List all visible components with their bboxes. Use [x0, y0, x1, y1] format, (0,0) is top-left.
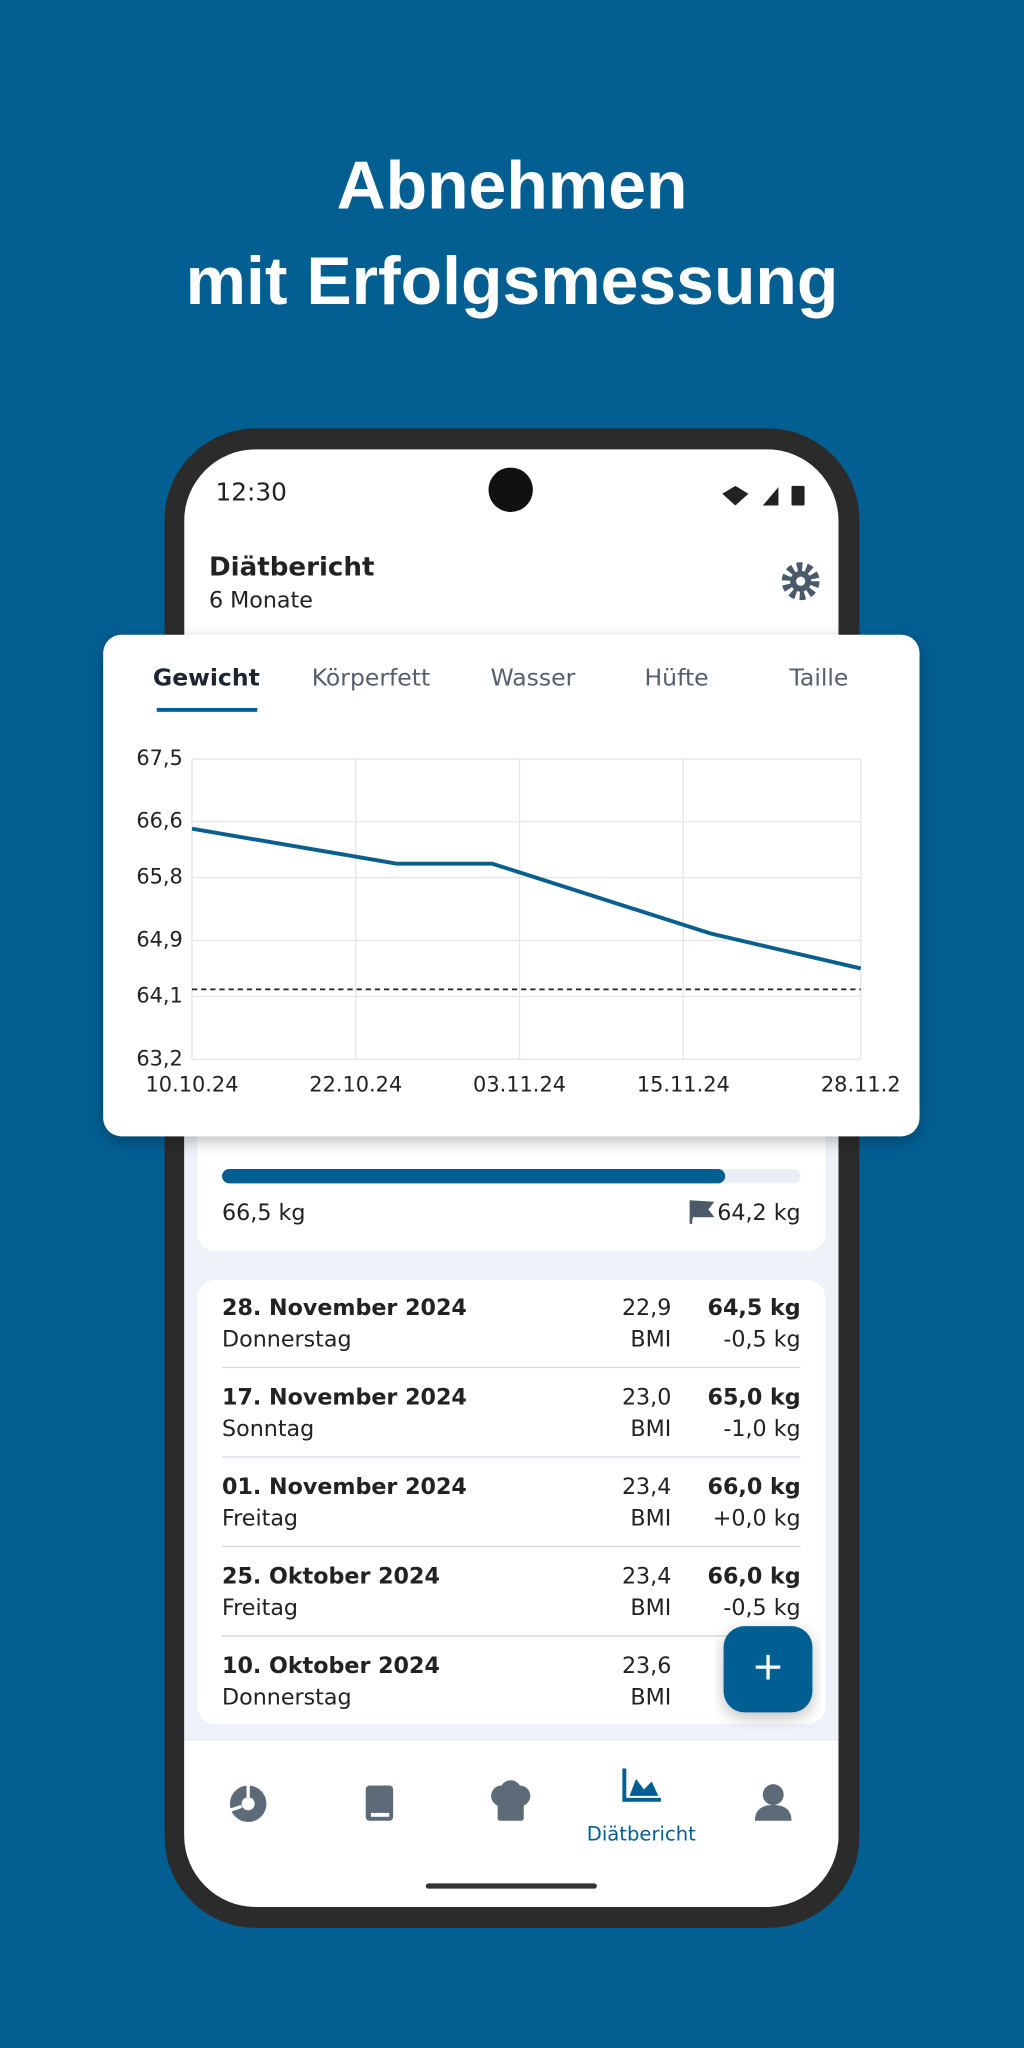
entry-bmi: 23,4 — [622, 1474, 671, 1500]
nav-diary[interactable] — [365, 1785, 394, 1821]
entry-bmi-label: BMI — [630, 1327, 671, 1353]
x-tick-label: 28.11.2 — [821, 1072, 901, 1096]
entry-change: -1,0 kg — [723, 1416, 800, 1442]
tab[interactable]: Körperfett — [312, 664, 430, 692]
entry-weight: 64,5 kg — [708, 1295, 801, 1321]
status-icons — [722, 485, 805, 506]
entry-weekday: Sonntag — [222, 1416, 314, 1442]
home-indicator — [425, 1883, 597, 1889]
entry-bmi-label: BMI — [630, 1595, 671, 1621]
tab[interactable]: Taille — [788, 664, 848, 692]
progress-goal: 64,2 kg — [717, 1200, 800, 1226]
y-tick-label: 64,1 — [136, 983, 182, 1007]
nav-label[interactable]: Diätbericht — [587, 1823, 696, 1846]
add-button-label[interactable]: + — [752, 1645, 785, 1690]
nav-report[interactable] — [622, 1768, 661, 1802]
add-button[interactable] — [723, 1626, 813, 1713]
x-tick-label: 10.10.24 — [146, 1072, 239, 1096]
entry-bmi-label: BMI — [630, 1506, 671, 1532]
tab[interactable]: Gewicht — [153, 664, 260, 692]
entry-bmi: 22,9 — [622, 1295, 671, 1321]
progress-fill — [222, 1168, 726, 1184]
progress-start: 66,5 kg — [222, 1200, 305, 1226]
entry-bmi-label: BMI — [630, 1684, 671, 1710]
tab[interactable]: Wasser — [491, 664, 576, 692]
header-subtitle: 6 Monate — [209, 587, 313, 613]
entry-change: -0,5 kg — [723, 1327, 800, 1353]
entry-date: 10. Oktober 2024 — [222, 1653, 440, 1679]
entry-date: 17. November 2024 — [222, 1385, 467, 1411]
settings-icon[interactable] — [781, 562, 820, 601]
y-tick-label: 65,8 — [136, 865, 182, 889]
goal-flag — [689, 1200, 715, 1224]
entry-weight: 65,0 kg — [708, 1385, 801, 1411]
nav-icons — [229, 1768, 792, 1823]
entry-weekday: Freitag — [222, 1506, 298, 1532]
nav-dashboard[interactable] — [229, 1785, 267, 1823]
entry-weekday: Freitag — [222, 1595, 298, 1621]
entry-weekday: Donnerstag — [222, 1684, 351, 1710]
entry-bmi-label: BMI — [630, 1416, 671, 1442]
headline: mit Erfolgsmessung — [186, 244, 839, 319]
chart-card — [103, 634, 920, 1137]
weight-line — [191, 826, 862, 971]
nav-profile[interactable] — [754, 1784, 792, 1821]
status-time: 12:30 — [216, 478, 287, 507]
entry-bmi: 23,0 — [622, 1385, 671, 1411]
entry-change: +0,0 kg — [713, 1506, 801, 1532]
y-tick-label: 67,5 — [136, 746, 182, 770]
entry-bmi: 23,6 — [622, 1653, 671, 1679]
entry-weight: 66,0 kg — [708, 1564, 801, 1590]
y-tick-label: 63,2 — [136, 1046, 182, 1070]
x-tick-label: 03.11.24 — [473, 1072, 566, 1096]
entry-bmi: 23,4 — [622, 1564, 671, 1590]
history-card — [197, 1280, 826, 1725]
y-tick-label: 66,6 — [136, 809, 182, 833]
y-tick-label: 64,9 — [136, 927, 182, 951]
entry-date: 25. Oktober 2024 — [222, 1564, 440, 1590]
tab[interactable]: Hüfte — [645, 664, 709, 692]
x-tick-label: 22.10.24 — [309, 1072, 402, 1096]
x-tick-label: 15.11.24 — [637, 1072, 730, 1096]
entry-weight: 66,0 kg — [708, 1474, 801, 1500]
progress-card — [197, 1123, 826, 1252]
entry-date: 28. November 2024 — [222, 1295, 467, 1321]
nav-bar — [184, 1739, 839, 1907]
header-title: Diätbericht — [209, 553, 374, 583]
entry-weekday: Donnerstag — [222, 1327, 351, 1353]
entry-change: -0,5 kg — [723, 1595, 800, 1621]
headline: Abnehmen — [337, 149, 688, 224]
tab-indicator — [156, 707, 258, 712]
entry-date: 01. November 2024 — [222, 1474, 467, 1500]
camera — [488, 467, 533, 512]
nav-recipes[interactable] — [491, 1780, 531, 1821]
